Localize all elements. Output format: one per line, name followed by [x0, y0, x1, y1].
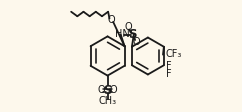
Text: CH₃: CH₃ [98, 96, 117, 106]
Text: CF₃: CF₃ [166, 49, 182, 59]
Text: O: O [108, 15, 115, 25]
Text: F: F [166, 60, 171, 71]
Text: F: F [166, 69, 171, 79]
Text: HN: HN [115, 29, 129, 39]
Text: S: S [128, 28, 136, 41]
Text: O: O [110, 85, 118, 95]
Text: S: S [103, 84, 112, 97]
Text: O: O [98, 85, 105, 95]
Text: O: O [133, 37, 140, 47]
Text: O: O [124, 22, 132, 32]
